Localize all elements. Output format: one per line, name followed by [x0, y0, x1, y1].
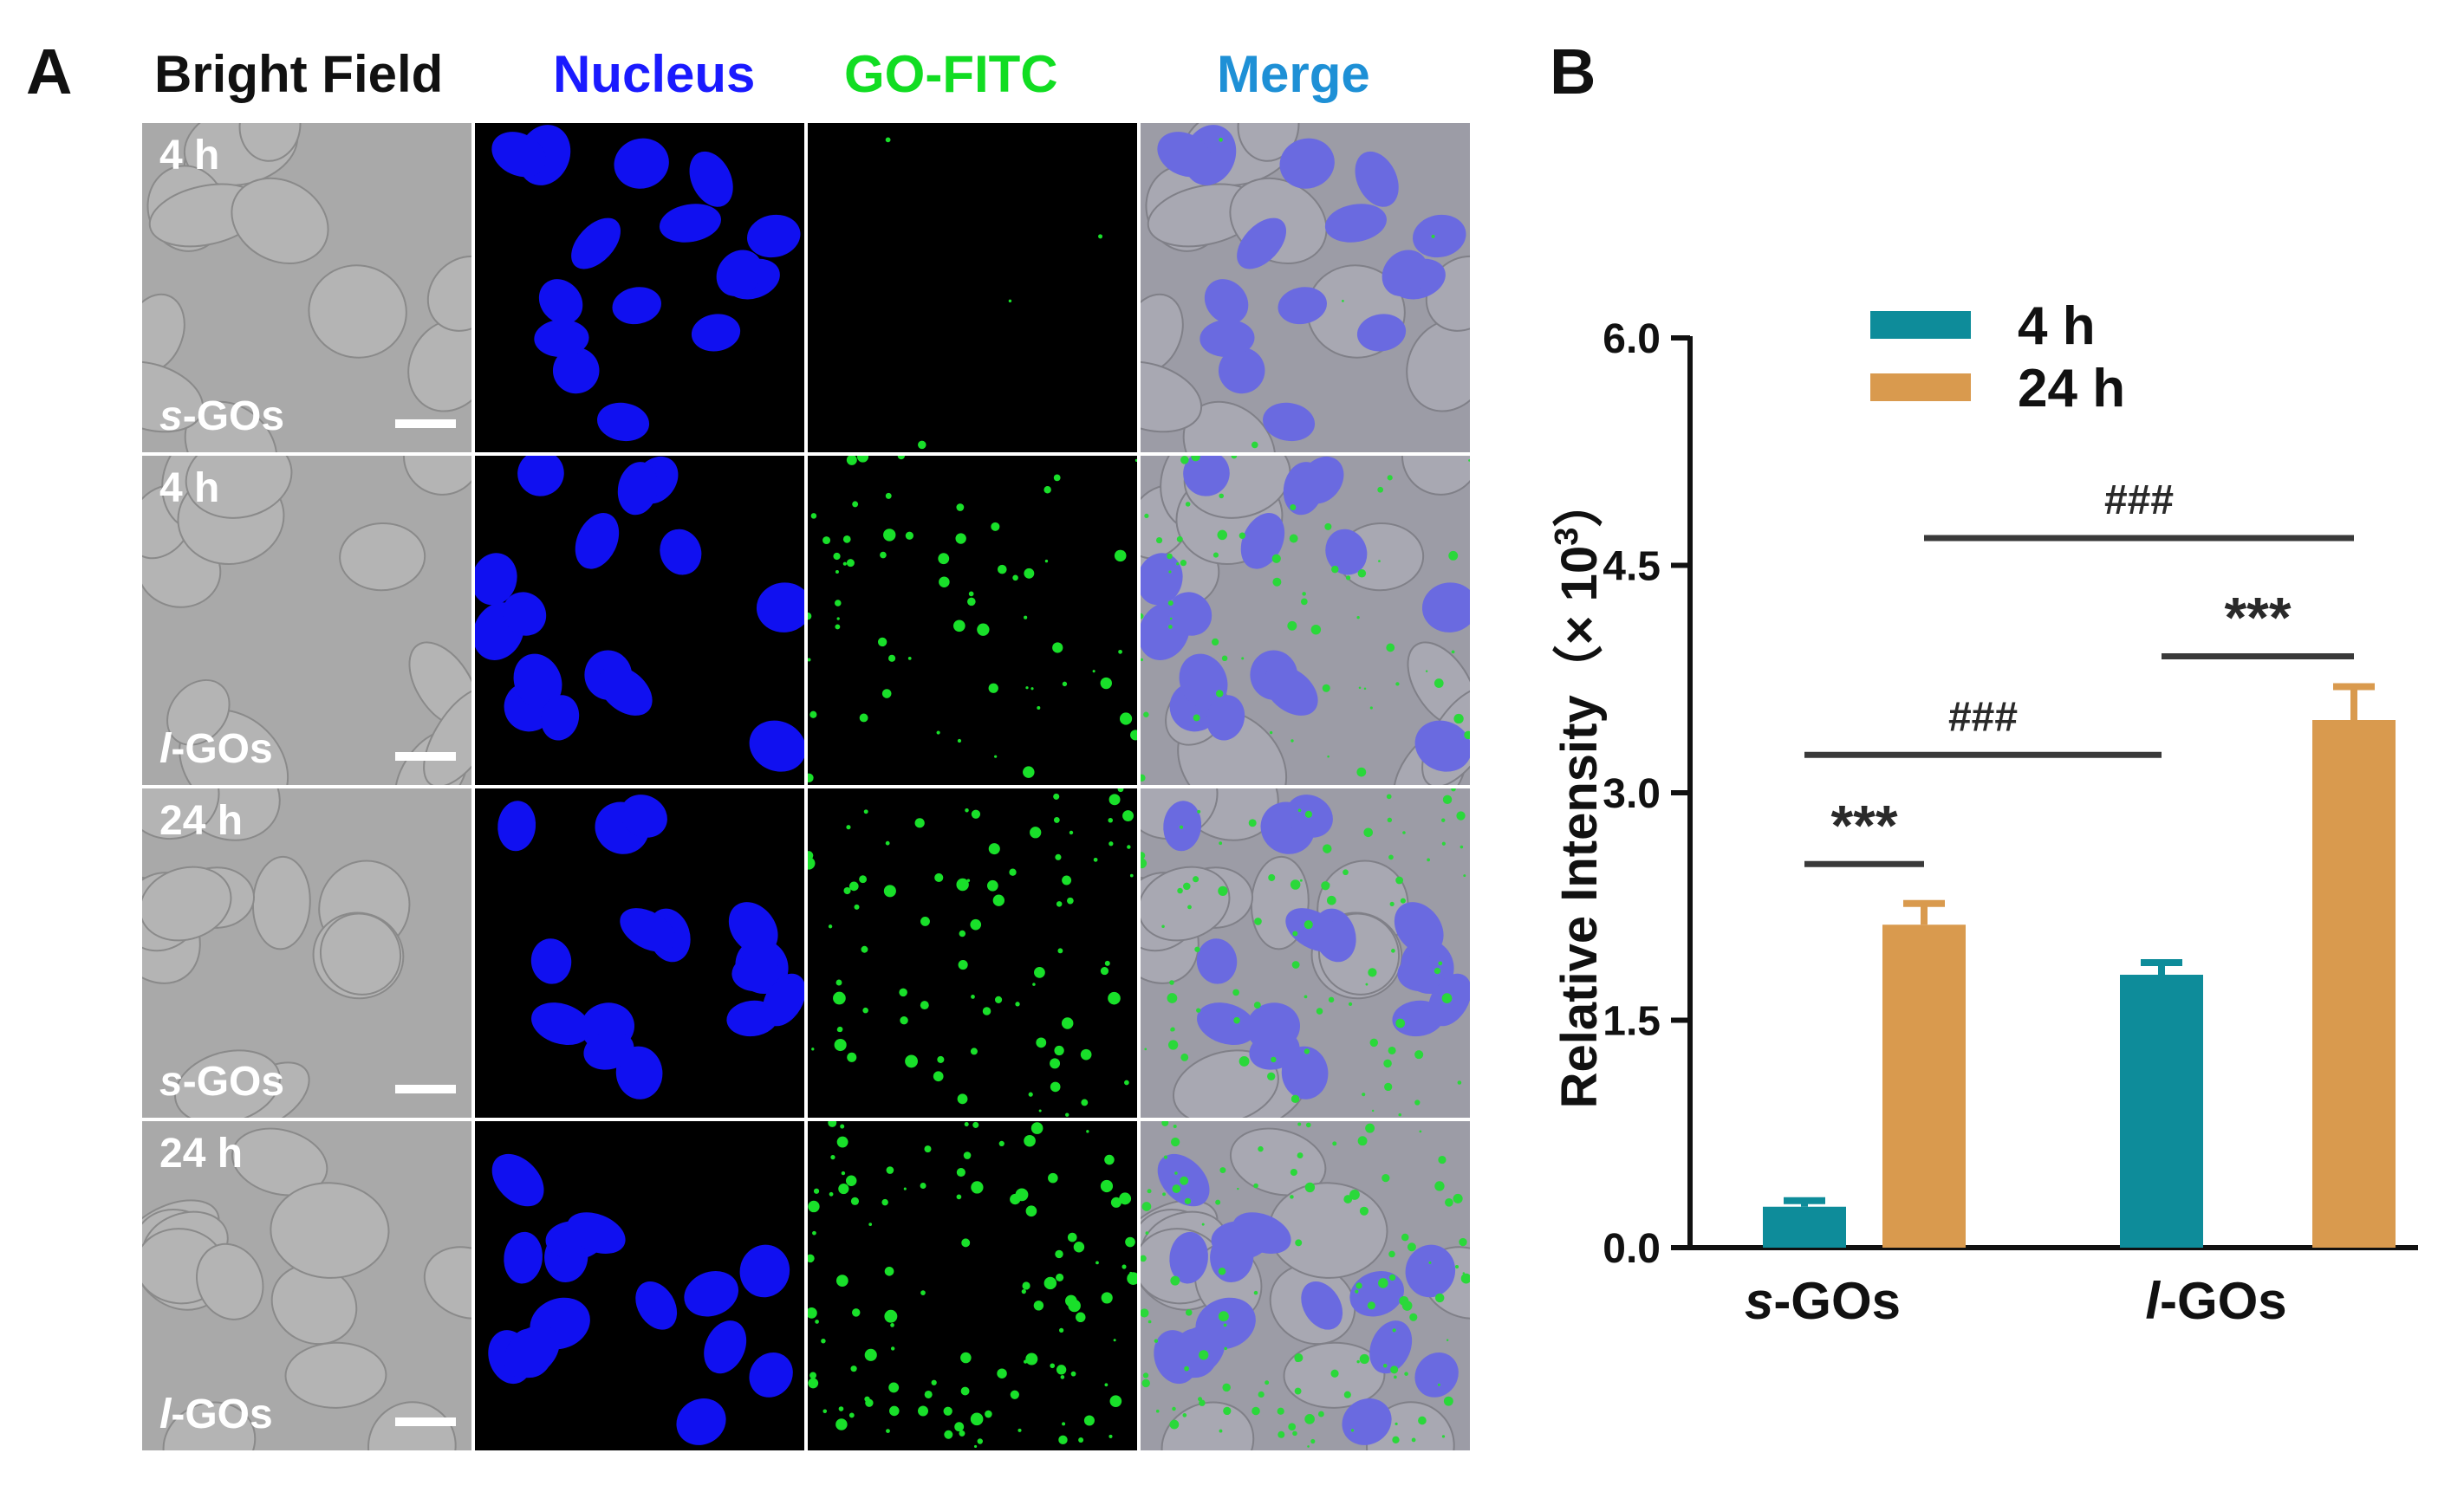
scale-bar: [395, 1417, 456, 1426]
merge-image-row-4: [1141, 1121, 1470, 1450]
panel-b-letter: B: [1550, 36, 1596, 107]
significance-label: ###: [1948, 694, 2018, 740]
group-label-suffix: -GOs: [171, 1391, 273, 1437]
go-fitc-image-row-2: [808, 456, 1137, 785]
y-tick-label: 4.5: [1603, 544, 1661, 590]
column-header-go-fitc: GO-FITC: [844, 45, 1058, 103]
nucleus-image-row-3: [475, 788, 804, 1118]
group-label-prefix: l: [159, 1391, 172, 1437]
nucleus-image-row-4: [475, 1121, 804, 1450]
legend-swatch-4h: [1870, 311, 1971, 339]
significance-label: ***: [1830, 793, 1897, 857]
bright-field-image-row-1: 4 h s-GOs: [142, 123, 471, 452]
time-label: 24 h: [159, 1131, 244, 1177]
scale-bar: [395, 1085, 456, 1093]
bright-field-image-row-2: 4 h l-GOs: [142, 456, 471, 785]
go-fitc-image-row-3: [808, 788, 1137, 1118]
column-header-bright-field: Bright Field: [154, 45, 444, 103]
y-tick-label: 3.0: [1603, 771, 1661, 817]
legend-label-4h: 4 h: [2018, 296, 2096, 356]
time-label: 24 h: [159, 798, 244, 844]
bar-4h-cat-1: [1763, 1206, 1846, 1248]
column-header-nucleus: Nucleus: [553, 45, 756, 103]
category-label-1: s-GOs: [1745, 1272, 1901, 1330]
group-label-suffix: -GOs: [182, 1059, 285, 1105]
merge-image-row-2: [1141, 456, 1470, 785]
significance-label: ***: [2224, 586, 2291, 650]
legend-label-24h: 24 h: [2018, 359, 2125, 418]
group-label: s-GOs: [159, 1058, 284, 1106]
time-label: 4 h: [159, 465, 220, 511]
bright-field-image-row-4: 24 h l-GOs: [142, 1121, 471, 1450]
panel-a-letter: A: [26, 36, 73, 107]
scale-bar: [395, 752, 456, 761]
y-tick-label: 1.5: [1603, 999, 1661, 1045]
time-label: 4 h: [159, 133, 220, 178]
bright-field-image-row-3: 24 h s-GOs: [142, 788, 471, 1118]
group-label-suffix: -GOs: [171, 726, 273, 772]
bar-24h-cat-1: [1882, 924, 1966, 1248]
group-label: l-GOs: [159, 1391, 273, 1438]
y-tick-label: 0.0: [1603, 1226, 1661, 1272]
merge-image-row-1: [1141, 123, 1470, 452]
category-label-2: l-GOs: [2145, 1272, 2286, 1330]
bar-24h-cat-2: [2312, 720, 2396, 1248]
significance-label: ###: [2104, 477, 2174, 523]
nucleus-image-row-2: [475, 456, 804, 785]
merge-image-row-3: [1141, 788, 1470, 1118]
legend-swatch-24h: [1870, 373, 1971, 401]
group-label-suffix: -GOs: [182, 393, 285, 439]
scale-bar: [395, 419, 456, 428]
nucleus-image-row-1: [475, 123, 804, 452]
go-fitc-image-row-4: [808, 1121, 1137, 1450]
y-tick-label: 6.0: [1603, 316, 1661, 362]
group-label: s-GOs: [159, 392, 284, 440]
go-fitc-image-row-1: [808, 123, 1137, 452]
group-label: l-GOs: [159, 725, 273, 773]
bar-4h-cat-2: [2120, 975, 2203, 1248]
y-axis-label: Relative Intensity（× 103）: [1549, 477, 1608, 1109]
column-header-merge: Merge: [1217, 45, 1370, 103]
group-label-prefix: s: [159, 393, 183, 439]
group-label-prefix: s: [159, 1059, 183, 1105]
group-label-prefix: l: [159, 726, 172, 772]
bar-chart: 0.0 1.5 3.0 4.5 6.0 Relative Intensity（× 103）…: [1549, 296, 2418, 1330]
